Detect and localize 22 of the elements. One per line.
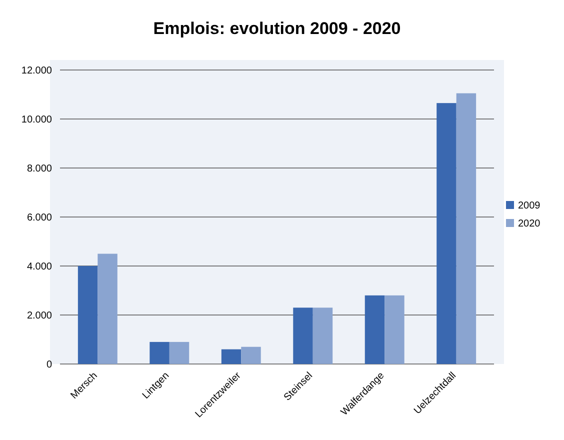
bar — [293, 308, 313, 364]
bar — [364, 295, 385, 364]
y-tick-label: 10.000 — [21, 114, 52, 126]
chart-title: Emplois: evolution 2009 - 2020 — [153, 19, 401, 38]
bar — [150, 342, 170, 364]
bar — [78, 266, 98, 364]
y-tick-label: 8.000 — [26, 164, 52, 174]
y-tick-label: 6.000 — [26, 212, 52, 224]
y-tick-label: 2.000 — [26, 310, 52, 322]
legend-label: 2009 — [518, 200, 541, 212]
legend-label: 2020 — [518, 218, 541, 230]
bar — [436, 103, 456, 364]
bar — [241, 346, 261, 364]
bar — [221, 349, 242, 364]
y-tick-label: 4.000 — [26, 262, 52, 272]
y-tick-label: 12.000 — [21, 66, 52, 76]
bar — [169, 342, 190, 364]
bar — [456, 93, 476, 364]
y-tick-label: 0 — [46, 360, 52, 370]
bar — [312, 308, 333, 364]
bar — [384, 295, 404, 364]
bar — [98, 254, 118, 364]
